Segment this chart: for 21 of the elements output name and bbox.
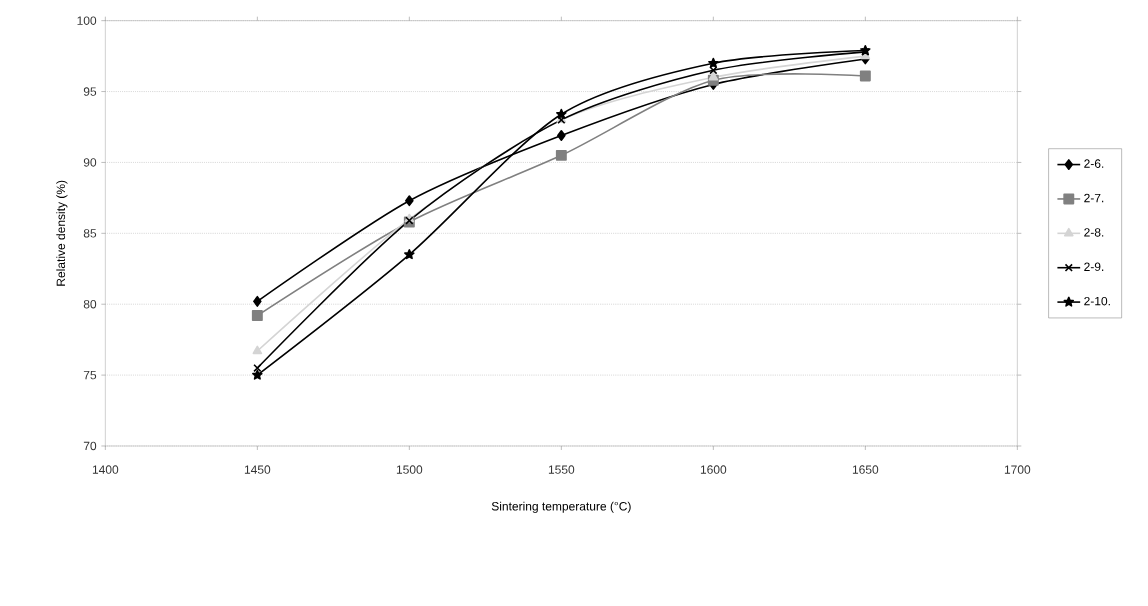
- legend-label: 2-9.: [1084, 262, 1104, 272]
- x-tick-label: 1400: [92, 465, 119, 474]
- legend-label: 2-10.: [1084, 296, 1110, 306]
- x-tick-label: 1600: [700, 465, 727, 474]
- x-tick-label: 1550: [548, 465, 575, 474]
- y-tick-label: 70: [83, 441, 97, 451]
- y-tick-label: 75: [83, 370, 97, 380]
- legend-label: 2-7.: [1084, 193, 1104, 203]
- y-tick-label: 80: [83, 299, 97, 309]
- y-tick-label: 90: [83, 158, 97, 167]
- x-axis-title: Sintering temperature (°C): [491, 501, 631, 513]
- y-tick-label: 85: [83, 229, 97, 238]
- y-tick-label: 95: [83, 87, 97, 96]
- x-tick-label: 1450: [244, 465, 271, 474]
- x-tick-label: 1500: [396, 465, 423, 474]
- legend-label: 2-8.: [1084, 228, 1104, 237]
- x-tick-label: 1650: [852, 465, 879, 474]
- x-tick-label: 1700: [1004, 465, 1031, 474]
- y-axis-title: Relative density (%): [56, 180, 68, 286]
- y-tick-label: 100: [77, 16, 97, 25]
- legend-label: 2-6.: [1084, 159, 1104, 168]
